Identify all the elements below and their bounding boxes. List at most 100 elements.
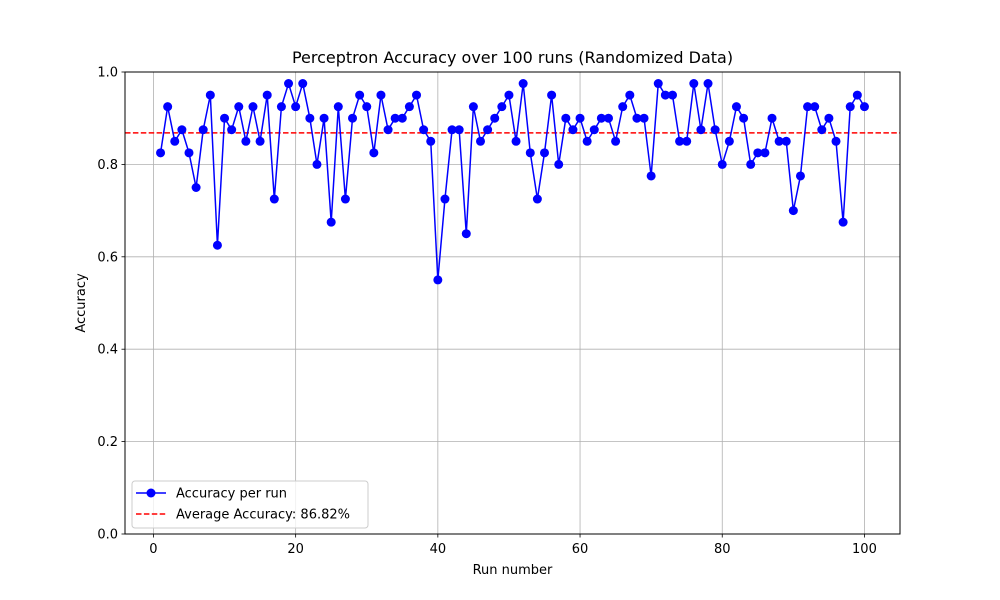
accuracy-point bbox=[177, 125, 187, 135]
accuracy-point bbox=[710, 125, 720, 135]
accuracy-point bbox=[788, 206, 798, 216]
x-tick-label: 60 bbox=[572, 542, 589, 557]
accuracy-point bbox=[596, 113, 606, 123]
legend-box bbox=[131, 480, 369, 529]
accuracy-point bbox=[611, 136, 621, 146]
accuracy-point bbox=[568, 125, 578, 135]
accuracy-point bbox=[355, 90, 365, 100]
accuracy-point bbox=[795, 171, 805, 181]
accuracy-point bbox=[276, 102, 286, 112]
accuracy-point bbox=[419, 125, 429, 135]
accuracy-point bbox=[497, 102, 507, 112]
accuracy-point bbox=[184, 148, 194, 158]
x-tick-label: 40 bbox=[430, 542, 447, 557]
accuracy-point bbox=[852, 90, 862, 100]
series-layer bbox=[156, 79, 869, 285]
accuracy-point bbox=[319, 113, 329, 123]
accuracy-point bbox=[625, 90, 635, 100]
accuracy-point bbox=[248, 102, 258, 112]
accuracy-point bbox=[369, 148, 379, 158]
accuracy-series-line bbox=[159, 82, 866, 281]
accuracy-point bbox=[461, 229, 471, 239]
accuracy-point bbox=[340, 194, 350, 204]
accuracy-point bbox=[433, 275, 443, 285]
accuracy-point bbox=[717, 159, 727, 169]
accuracy-point bbox=[390, 113, 400, 123]
x-tick-label: 20 bbox=[287, 542, 304, 557]
legend-accuracy-label: Accuracy per run bbox=[176, 487, 287, 502]
accuracy-point bbox=[859, 102, 869, 112]
accuracy-point bbox=[539, 148, 549, 158]
accuracy-point bbox=[547, 90, 557, 100]
y-tick-label: 1.0 bbox=[97, 66, 118, 81]
accuracy-point bbox=[163, 102, 173, 112]
accuracy-point bbox=[646, 171, 656, 181]
accuracy-point bbox=[703, 79, 713, 89]
accuracy-point bbox=[525, 148, 535, 158]
y-tick-label: 0.6 bbox=[97, 250, 118, 265]
accuracy-point bbox=[362, 102, 372, 112]
accuracy-point bbox=[660, 90, 670, 100]
accuracy-point bbox=[511, 136, 521, 146]
accuracy-point bbox=[554, 159, 564, 169]
y-tick-label: 0.4 bbox=[97, 343, 118, 358]
accuracy-point bbox=[333, 102, 343, 112]
accuracy-point bbox=[426, 136, 436, 146]
accuracy-point bbox=[262, 90, 272, 100]
plot-frame bbox=[124, 71, 901, 535]
accuracy-point bbox=[291, 102, 301, 112]
accuracy-point bbox=[312, 159, 322, 169]
accuracy-point bbox=[781, 136, 791, 146]
ticks: 0 20 40 60 80 100 0.0 0.2 0.4 0.6 0.8 1.0 bbox=[97, 66, 877, 558]
accuracy-point bbox=[255, 136, 265, 146]
accuracy-point bbox=[284, 79, 294, 89]
accuracy-point bbox=[440, 194, 450, 204]
accuracy-point bbox=[803, 102, 813, 112]
accuracy-point bbox=[675, 136, 685, 146]
accuracy-point bbox=[682, 136, 692, 146]
accuracy-point bbox=[575, 113, 585, 123]
accuracy-point bbox=[838, 217, 848, 227]
accuracy-point bbox=[241, 136, 251, 146]
accuracy-point bbox=[269, 194, 279, 204]
y-tick-label: 0.2 bbox=[97, 435, 118, 450]
accuracy-point bbox=[746, 159, 756, 169]
x-tick-label: 80 bbox=[714, 542, 731, 557]
accuracy-point bbox=[170, 136, 180, 146]
accuracy-point bbox=[412, 90, 422, 100]
accuracy-point bbox=[447, 125, 457, 135]
accuracy-point bbox=[582, 136, 592, 146]
accuracy-point bbox=[810, 102, 820, 112]
accuracy-point bbox=[817, 125, 827, 135]
accuracy-point bbox=[589, 125, 599, 135]
x-tick-label: 100 bbox=[852, 542, 877, 557]
accuracy-point bbox=[632, 113, 642, 123]
accuracy-point bbox=[227, 125, 237, 135]
accuracy-point bbox=[824, 113, 834, 123]
accuracy-point bbox=[653, 79, 663, 89]
accuracy-point bbox=[191, 183, 201, 192]
accuracy-point bbox=[689, 79, 699, 89]
accuracy-point bbox=[760, 148, 770, 158]
accuracy-point bbox=[404, 102, 414, 112]
plot-area bbox=[125, 72, 900, 534]
accuracy-point bbox=[603, 113, 613, 123]
accuracy-point bbox=[767, 113, 777, 123]
accuracy-point bbox=[618, 102, 628, 112]
accuracy-point bbox=[724, 136, 734, 146]
accuracy-point bbox=[205, 90, 215, 100]
accuracy-point bbox=[731, 102, 741, 112]
accuracy-point bbox=[696, 125, 706, 135]
accuracy-point bbox=[348, 113, 358, 123]
accuracy-point bbox=[326, 217, 336, 227]
x-axis-title: Run number bbox=[473, 563, 553, 578]
legend-accuracy-swatch-marker bbox=[146, 488, 156, 498]
accuracy-point bbox=[532, 194, 542, 204]
accuracy-point bbox=[298, 79, 308, 89]
legend: Accuracy per run Average Accuracy: 86.82… bbox=[131, 480, 369, 529]
legend-average-label: Average Accuracy: 86.82% bbox=[176, 508, 350, 523]
accuracy-point bbox=[454, 125, 464, 135]
accuracy-point bbox=[667, 90, 677, 100]
y-axis-title: Accuracy bbox=[74, 273, 89, 333]
